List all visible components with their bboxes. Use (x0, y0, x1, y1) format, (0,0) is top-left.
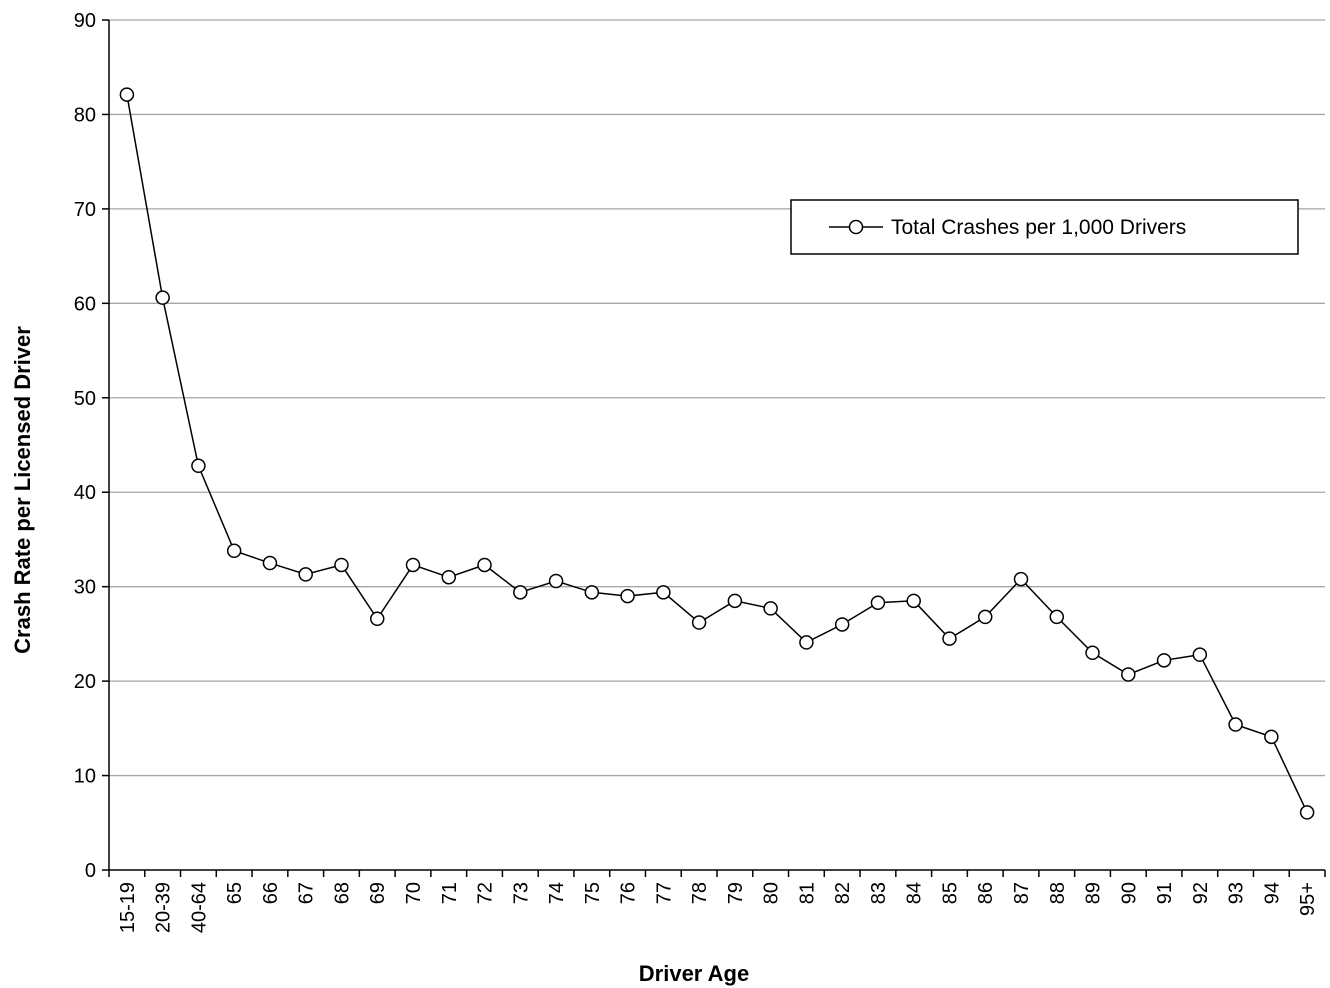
x-tick-label: 81 (796, 882, 818, 904)
data-point (513, 585, 528, 600)
x-tick-label: 84 (904, 882, 926, 904)
data-point (1121, 667, 1136, 682)
y-tick-label-80: 80 (74, 104, 96, 126)
x-tick-label: 92 (1190, 882, 1212, 904)
data-point (656, 585, 671, 600)
x-tick-label: 71 (439, 882, 461, 904)
x-tick-label: 40-64 (188, 882, 210, 933)
x-tick-label: 88 (1047, 882, 1069, 904)
x-tick-label: 70 (403, 882, 425, 904)
data-point (477, 557, 492, 573)
data-point (369, 611, 385, 627)
data-point (584, 585, 600, 600)
data-markers (119, 87, 1315, 820)
series-line-0 (126, 94, 1308, 813)
x-tick-label: 86 (975, 882, 997, 904)
data-point (1013, 571, 1029, 587)
y-tick-label-0: 0 (85, 860, 96, 882)
data-point (548, 573, 564, 589)
data-point (155, 290, 170, 305)
data-point (226, 543, 242, 559)
x-tick-label: 69 (367, 882, 389, 904)
x-tick-label: 67 (296, 882, 318, 904)
x-tick-labels: 15-19 20-39 40-64 65 66 67 68 69 70 71 72 73 74 75 76 7… (117, 882, 1319, 933)
data-point (870, 595, 886, 610)
x-tick-label: 89 (1083, 882, 1105, 904)
x-tick-label: 15-19 (117, 882, 139, 933)
data-point (405, 557, 421, 573)
y-tick-label-40: 40 (74, 482, 96, 504)
legend-marker-sample (848, 219, 864, 235)
series-line (126, 94, 1308, 813)
data-point (942, 631, 957, 646)
data-point (799, 635, 814, 650)
legend-label: Total Crashes per 1,000 Drivers (891, 216, 1186, 239)
x-tick-label: 20-39 (153, 882, 175, 933)
gridlines (109, 19, 1325, 777)
y-tick-label-70: 70 (74, 199, 96, 221)
data-point (262, 555, 278, 571)
data-point (620, 588, 635, 604)
data-point (1264, 729, 1279, 745)
x-tick-label: 77 (653, 882, 675, 904)
data-point (977, 609, 993, 625)
data-point (1049, 609, 1065, 625)
x-tick-label: 95+ (1297, 882, 1319, 916)
data-point (691, 615, 707, 630)
x-tick-label: 91 (1154, 882, 1176, 904)
x-tick-label: 73 (510, 882, 532, 904)
x-tick-label: 66 (260, 882, 282, 904)
y-tick-labels: 0 10 20 30 40 50 60 70 80 90 (74, 10, 96, 882)
x-tick-label: 90 (1118, 882, 1140, 904)
data-point (727, 593, 743, 609)
y-tick-label-60: 60 (74, 293, 96, 315)
x-tick-label: 74 (546, 882, 568, 904)
data-point (334, 557, 349, 573)
data-point (834, 617, 850, 632)
x-axis-title: Driver Age (639, 961, 749, 986)
data-point (763, 601, 778, 616)
data-point (119, 87, 135, 102)
data-point (298, 567, 313, 582)
x-tick-label: 68 (331, 882, 353, 904)
data-point (906, 593, 921, 609)
x-tick-label: 72 (475, 882, 497, 904)
y-axis-title: Crash Rate per Licensed Driver (10, 326, 35, 654)
x-tick-label: 82 (832, 882, 854, 904)
y-tick-label-30: 30 (74, 577, 96, 599)
data-point (191, 458, 206, 474)
data-point (1192, 647, 1208, 662)
y-tick-label-10: 10 (74, 766, 96, 788)
x-tick-label: 75 (582, 882, 604, 904)
x-tick-label: 80 (761, 882, 783, 904)
y-tick-label-20: 20 (74, 671, 96, 693)
x-tick-label: 87 (1011, 882, 1033, 904)
y-tick-label-90: 90 (74, 10, 96, 32)
data-point (1156, 653, 1172, 668)
y-tick-label-50: 50 (74, 388, 96, 410)
x-tick-label: 93 (1226, 882, 1248, 904)
data-point (1299, 805, 1315, 820)
x-tick-label: 83 (868, 882, 890, 904)
x-tick-label: 85 (939, 882, 961, 904)
x-tick-label: 79 (725, 882, 747, 904)
x-tick-label: 65 (224, 882, 246, 904)
data-point (1085, 645, 1100, 661)
data-point (1228, 717, 1243, 732)
x-tick-label: 78 (689, 882, 711, 904)
x-tick-label: 76 (618, 882, 640, 904)
legend: Total Crashes per 1,000 Drivers (790, 199, 1299, 255)
axes (102, 19, 1326, 877)
x-tick-label: 94 (1261, 882, 1283, 904)
data-point (441, 569, 457, 585)
